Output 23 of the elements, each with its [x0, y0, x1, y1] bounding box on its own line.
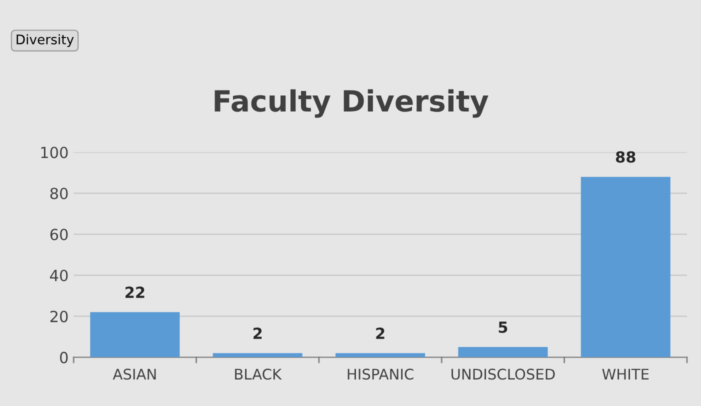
y-tick-label: 80 — [50, 188, 68, 200]
y-tick-label: 60 — [50, 228, 68, 240]
y-tick-label: 0 — [60, 352, 68, 364]
y-tick-label: 100 — [41, 146, 68, 158]
y-tick-label: 40 — [50, 270, 68, 282]
bar — [336, 353, 426, 358]
data-label: 5 — [498, 322, 508, 333]
bar — [580, 176, 670, 358]
x-tick-label: UNDISCLOSED — [452, 368, 555, 380]
x-tick-label: HISPANIC — [348, 368, 414, 380]
x-tick-label: WHITE — [602, 368, 649, 380]
y-tick-label: 20 — [50, 310, 68, 322]
bar — [90, 312, 180, 358]
text: Diversity — [16, 34, 74, 47]
data-label: 2 — [254, 328, 262, 339]
data-label: 22 — [126, 286, 144, 298]
chart-title: Faculty Diversity — [214, 89, 488, 118]
x-tick-label: BLACK — [235, 368, 282, 380]
data-label: 2 — [376, 328, 384, 339]
bar — [212, 353, 302, 358]
bar — [458, 347, 548, 358]
x-tick-label: ASIAN — [112, 368, 156, 380]
data-label: 88 — [616, 151, 636, 163]
